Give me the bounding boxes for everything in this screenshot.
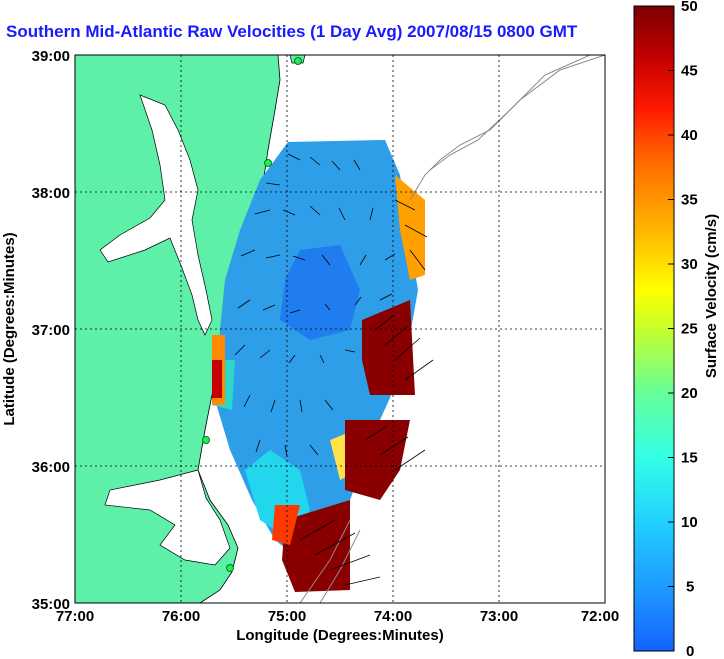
map-title: Southern Mid-Atlantic Raw Velocities (1 …: [6, 22, 578, 41]
y-tick-label: 39:00: [32, 48, 70, 65]
colorbar: 50 45 40 35 30 25 20 15 10 5 0 Surface V…: [633, 0, 720, 659]
y-axis-label: Latitude (Degrees:Minutes): [1, 232, 18, 425]
current-vectors: [234, 153, 434, 586]
colorbar-tick-label: 10: [681, 514, 698, 531]
colorbar-tick-label: 35: [681, 192, 698, 209]
colorbar-tick-label: 50: [681, 0, 698, 15]
x-axis-label: Longitude (Degrees:Minutes): [236, 627, 444, 644]
colorbar-tick-label: 25: [681, 321, 698, 338]
y-tick-label: 37:00: [32, 322, 70, 339]
colorbar-label: Surface Velocity (cm/s): [703, 214, 720, 378]
x-tick-label: 77:00: [56, 608, 94, 625]
colorbar-tick-label: 20: [681, 385, 698, 402]
grid-lines: [75, 55, 605, 603]
y-tick-label: 38:00: [32, 185, 70, 202]
x-tick-label: 74:00: [374, 608, 412, 625]
x-axis: 77:00 76:00 75:00 74:00 73:00 72:00 Long…: [56, 608, 619, 644]
y-tick-label: 35:00: [32, 596, 70, 613]
x-tick-label: 75:00: [268, 608, 306, 625]
y-tick-label: 36:00: [32, 459, 70, 476]
pamlico-sound: [104, 469, 231, 566]
x-tick-label: 76:00: [162, 608, 200, 625]
x-tick-label: 73:00: [480, 608, 518, 625]
colorbar-tick-label: 30: [681, 256, 698, 273]
colorbar-tick-label: 5: [686, 579, 694, 596]
y-axis: 39:00 38:00 37:00 36:00 35:00 Latitude (…: [1, 48, 70, 613]
colorbar-tick-label: 0: [686, 643, 694, 659]
colorbar-tick-label: 15: [681, 450, 698, 467]
colorbar-tick-label: 45: [681, 63, 698, 80]
x-tick-label: 72:00: [581, 608, 619, 625]
chesapeake-bay: [99, 94, 213, 336]
colorbar-scale: [633, 5, 675, 652]
colorbar-tick-label: 40: [681, 127, 698, 144]
plot-frame: [74, 54, 606, 604]
depth-contours: [299, 55, 605, 603]
radar-stations: [202, 57, 302, 572]
